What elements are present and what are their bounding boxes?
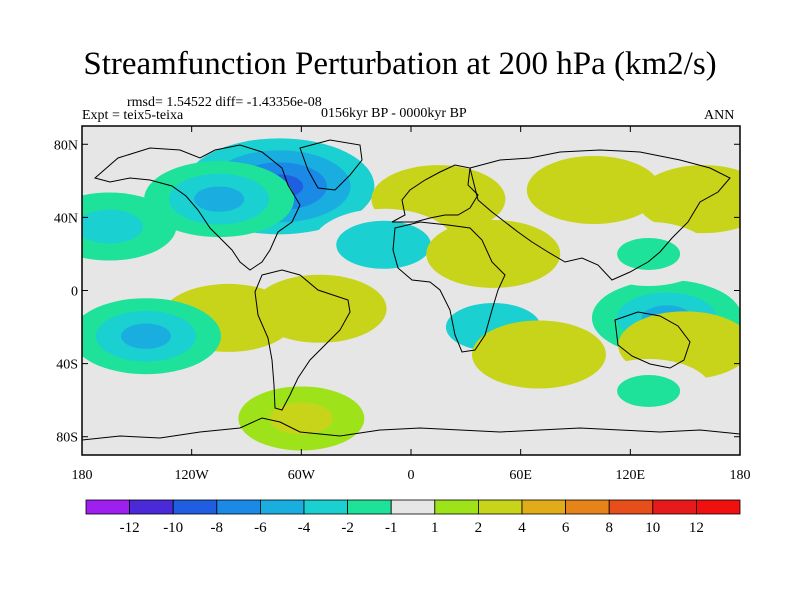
page-title: Streamfunction Perturbation at 200 hPa (…: [83, 46, 717, 82]
field-central-asia-negative: [585, 221, 712, 286]
lon-tick-label: 60W: [288, 468, 316, 483]
colorbar-label: 1: [431, 520, 439, 536]
contour-level: [404, 182, 472, 217]
colorbar-swatch: [259, 499, 305, 515]
colorbar-swatch: [129, 499, 174, 515]
colorbar-swatch: [608, 499, 654, 515]
colorbar-label: 8: [605, 520, 613, 536]
lon-tick-label: 180: [72, 468, 93, 483]
field-north-america-negative: [144, 161, 295, 238]
contour-level: [617, 375, 681, 408]
contour-level: [269, 402, 333, 435]
lat-tick-label: 40N: [54, 211, 78, 226]
field-southern-ocean-negative: [585, 359, 712, 424]
lat-tick-label: 80N: [54, 138, 78, 153]
lon-tick-label: 60E: [509, 468, 532, 483]
colorbar-swatch: [696, 499, 741, 515]
coastline-greenland: [299, 139, 363, 191]
colorbar-label: -4: [298, 520, 311, 536]
field-subtropical-north-atlantic-negative: [312, 208, 455, 281]
coastline-africa: [392, 221, 506, 353]
field-antarctic-peninsula-positive: [238, 386, 365, 451]
season-label: ANN: [704, 108, 735, 123]
field-asia-positive: [526, 155, 661, 224]
contour-level: [120, 323, 171, 349]
colorbar-swatch: [172, 499, 218, 515]
colorbar-label: -1: [385, 520, 398, 536]
colorbar-swatch: [390, 499, 436, 515]
colorbar: -12 -10 -8 -6 -4 -2 -1 1 2 4 6 8 10 12: [85, 499, 741, 536]
lon-tick-label: 180: [730, 468, 751, 483]
colorbar-label: 6: [562, 520, 570, 536]
contour-level: [286, 291, 354, 326]
coastline-europe: [391, 164, 479, 223]
coastline-australia: [614, 311, 691, 369]
contour-level: [669, 182, 737, 217]
contour-level: [459, 236, 527, 271]
colorbar-label: -10: [163, 520, 183, 536]
contour-level: [82, 209, 143, 244]
lat-tick-label: 0: [71, 285, 78, 300]
coastline-south-america: [254, 269, 351, 411]
colorbar-label: -2: [341, 520, 354, 536]
colorbar-label: 4: [518, 520, 526, 536]
colorbar-label: 10: [645, 520, 660, 536]
lon-tick-label: 0: [408, 468, 415, 483]
field-north-pacific-positive: [636, 165, 740, 234]
colorbar-swatch: [565, 499, 610, 515]
contour-fields: [82, 138, 740, 451]
field-south-america-positive: [252, 274, 387, 343]
coastline-north-america: [93, 144, 301, 271]
colorbar-label: -8: [211, 520, 224, 536]
colorbar-swatch: [216, 499, 261, 515]
longitude-axis: 180 120W 60W 0 60E 120E 180: [72, 126, 751, 483]
colorbar-label: 12: [689, 520, 704, 536]
colorbar-label: -12: [120, 520, 140, 536]
coastlines: [82, 139, 740, 441]
colorbar-swatch: [434, 499, 479, 515]
colorbar-swatch: [347, 499, 392, 515]
lon-tick-label: 120E: [616, 468, 646, 483]
colorbar-swatch: [477, 499, 523, 515]
contour-level: [560, 172, 628, 207]
lat-tick-label: 80S: [56, 431, 78, 446]
contour-level: [651, 328, 719, 363]
coastline-antarctica: [82, 417, 740, 441]
field-arabia-positive: [426, 219, 561, 288]
colorbar-swatch: [652, 499, 697, 515]
latitude-axis: 80N 40N 0 40S 80S: [54, 138, 740, 446]
colorbar-label: -6: [254, 520, 267, 536]
colorbar-label: 2: [475, 520, 483, 536]
colorbar-swatch: [85, 499, 130, 515]
lat-tick-label: 40S: [56, 358, 78, 373]
experiment-label: Expt = teix5-teixa: [82, 108, 184, 123]
contour-level: [505, 337, 573, 372]
field-south-indian-positive: [471, 320, 606, 389]
colorbar-swatch: [303, 499, 348, 515]
field-north-pacific-west-negative: [82, 192, 177, 261]
contour-level: [194, 186, 245, 212]
contour-level: [617, 237, 681, 270]
contour-level: [359, 232, 408, 257]
stats-text: rmsd= 1.54522 diff= -1.43356e-08: [127, 95, 322, 110]
colorbar-swatch: [521, 499, 566, 515]
coastline-asia: [469, 149, 731, 281]
period-label: 0156kyr BP - 0000kyr BP: [321, 106, 467, 121]
field-south-pacific-negative: [82, 298, 221, 375]
plot-area: [82, 126, 740, 455]
lon-tick-label: 120W: [175, 468, 210, 483]
